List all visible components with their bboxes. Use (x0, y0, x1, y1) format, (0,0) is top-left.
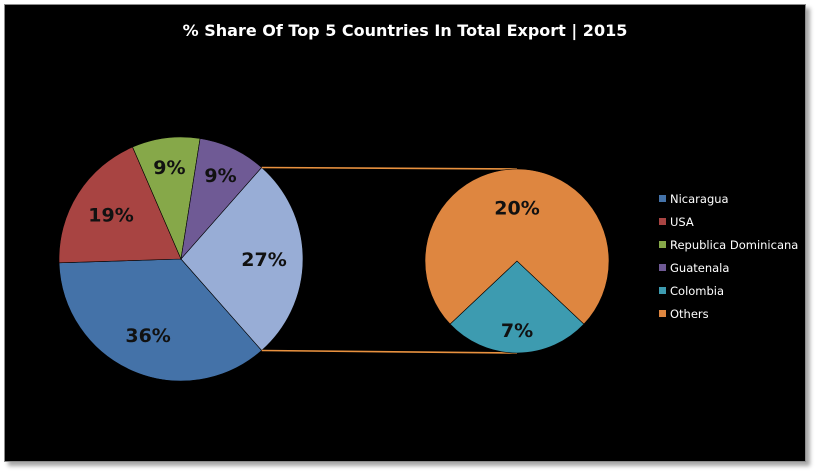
slice-label-colombia: 7% (501, 320, 533, 342)
legend-label: Others (670, 306, 709, 321)
slice-label-republica-dominicana: 9% (153, 157, 185, 179)
pie-slice-others (424, 168, 610, 325)
legend-swatch (659, 195, 666, 202)
legend-swatch (659, 241, 666, 248)
pie-slice-other (180, 167, 304, 351)
pie-slice-usa (58, 146, 182, 264)
legend-label: Colombia (670, 283, 725, 298)
legend-label: Nicaragua (670, 191, 729, 206)
legend-item-others: Others (659, 302, 798, 325)
pie-slice-nicaragua (58, 258, 263, 382)
connector-line-bottom (261, 349, 518, 354)
legend-item-guatenala: Guatenala (659, 256, 798, 279)
legend-label: Guatenala (670, 260, 730, 275)
legend-item-usa: USA (659, 210, 798, 233)
legend-swatch (659, 218, 666, 225)
pie-slice-colombia (449, 260, 585, 354)
legend-label: USA (670, 214, 694, 229)
legend-swatch (659, 287, 666, 294)
slice-label-other: 27% (241, 249, 286, 271)
slice-label-others: 20% (494, 198, 539, 220)
legend-item-colombia: Colombia (659, 279, 798, 302)
connector-line-top (261, 166, 518, 170)
legend-item-nicaragua: Nicaragua (659, 187, 798, 210)
chart-frame: % Share Of Top 5 Countries In Total Expo… (4, 4, 806, 462)
legend-swatch (659, 310, 666, 317)
legend-swatch (659, 264, 666, 271)
legend-item-republica-dominicana: Republica Dominicana (659, 233, 798, 256)
slice-label-nicaragua: 36% (125, 325, 170, 347)
chart-title: % Share Of Top 5 Countries In Total Expo… (182, 21, 628, 40)
legend: Nicaragua USA Republica Dominicana Guatenal… (659, 187, 798, 325)
chart-plot: 36% 19% 9% 9% 27% 7% 20% (58, 136, 610, 382)
slice-label-guatenala: 9% (204, 165, 236, 187)
slice-label-usa: 19% (88, 205, 133, 227)
legend-label: Republica Dominicana (670, 237, 799, 252)
